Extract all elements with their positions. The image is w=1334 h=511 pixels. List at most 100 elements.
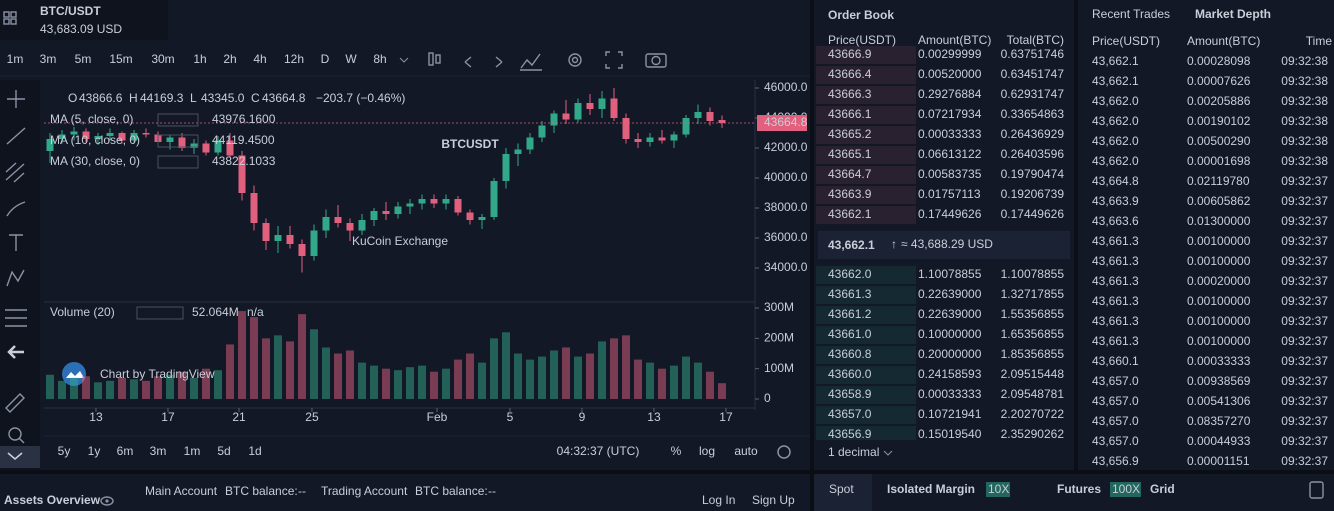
ma-label[interactable]: MA (10, close, 0) [50, 133, 140, 147]
undo-icon[interactable] [464, 56, 472, 68]
precision-dropdown[interactable] [883, 450, 893, 456]
book-price[interactable]: 43666.1 [828, 107, 872, 121]
scale-option[interactable]: log [699, 444, 715, 458]
snapshot-icon[interactable] [645, 53, 667, 68]
candle-body [550, 113, 558, 126]
volume-bar [358, 362, 366, 399]
redo-icon[interactable] [495, 56, 503, 68]
precision[interactable]: 1 decimal [828, 445, 879, 459]
book-price[interactable]: 43658.9 [828, 387, 872, 401]
interval[interactable]: 30m [151, 52, 174, 66]
signup[interactable]: Sign Up [752, 493, 795, 507]
range[interactable]: 5d [217, 444, 230, 458]
zoom-tool[interactable] [8, 427, 25, 444]
assets: Assets Overview [4, 493, 101, 507]
interval[interactable]: 1m [7, 52, 24, 66]
book-price[interactable]: 43661.3 [828, 287, 872, 301]
trades-tab[interactable]: Market Depth [1195, 7, 1271, 21]
book-price[interactable]: 43661.2 [828, 307, 872, 321]
range[interactable]: 5y [58, 444, 71, 458]
text-tool[interactable] [9, 234, 23, 251]
book-price[interactable]: 43666.4 [828, 67, 872, 81]
range[interactable]: 6m [117, 444, 134, 458]
ruler-tool[interactable] [5, 393, 25, 413]
login[interactable]: Log In [702, 493, 735, 507]
candle-body [406, 203, 414, 207]
crosshair-tool[interactable] [7, 90, 25, 108]
trades-tab[interactable]: Recent Trades [1092, 7, 1170, 21]
trade-tab[interactable]: Grid [1150, 482, 1175, 496]
interval[interactable]: 5m [75, 52, 92, 66]
interval[interactable]: 3m [40, 52, 57, 66]
trade-amount: 0.00190102 [1187, 114, 1251, 128]
range[interactable]: 1y [88, 444, 101, 458]
fib-tool[interactable] [5, 162, 25, 183]
interval[interactable]: D [321, 52, 330, 66]
interval[interactable]: W [345, 52, 357, 66]
candle-body [634, 139, 642, 142]
eye-icon[interactable] [100, 496, 114, 506]
interval[interactable]: 1h [193, 52, 206, 66]
calculator-icon[interactable] [1309, 481, 1324, 499]
volume-controls[interactable] [136, 306, 184, 320]
collapse-button[interactable] [0, 446, 40, 468]
book-total: 2.20270722 [1001, 407, 1065, 421]
trade-tab[interactable]: Spot [829, 482, 854, 496]
trading-account[interactable]: Trading Account [321, 484, 408, 498]
book-amount: 0.00583735 [918, 167, 982, 181]
ma-label[interactable]: MA (5, close, 0) [50, 112, 133, 126]
interval[interactable]: 15m [109, 52, 132, 66]
book-price[interactable]: 43662.1 [828, 207, 872, 221]
book-price[interactable]: 43665.1 [828, 147, 872, 161]
pattern-tool[interactable] [6, 269, 25, 287]
ma-controls[interactable] [157, 155, 199, 169]
book-price[interactable]: 43665.2 [828, 127, 872, 141]
trade-tab[interactable]: Isolated Margin [887, 482, 975, 496]
book-total: 0.33654863 [1001, 107, 1065, 121]
spot-tab-bg[interactable] [814, 474, 872, 511]
trade-tab[interactable]: Futures [1057, 482, 1101, 496]
interval[interactable]: 2h [223, 52, 236, 66]
volume-bar [538, 356, 546, 399]
attribution[interactable]: Chart by TradingView [100, 367, 215, 381]
volume-bar [562, 347, 570, 399]
fullscreen-icon[interactable] [605, 51, 623, 69]
mid-usd: ≈ 43,688.29 USD [901, 237, 993, 251]
book-price[interactable]: 43657.0 [828, 407, 872, 421]
candle-type-icon[interactable] [428, 52, 441, 66]
book-price[interactable]: 43661.0 [828, 327, 872, 341]
scale-option[interactable]: auto [734, 444, 758, 458]
ma-label[interactable]: MA (30, close, 0) [50, 154, 140, 168]
balance-value: -- [298, 484, 306, 498]
indicator-icon[interactable] [520, 53, 542, 71]
book-price[interactable]: 43664.7 [828, 167, 872, 181]
ma-controls[interactable] [157, 134, 199, 148]
scale-option[interactable]: % [671, 444, 682, 458]
book-price[interactable]: 43663.9 [828, 187, 872, 201]
range[interactable]: 3m [150, 444, 167, 458]
book-price[interactable]: 43660.0 [828, 367, 872, 381]
book-price[interactable]: 43666.3 [828, 87, 872, 101]
volume-label[interactable]: Volume (20) [50, 305, 115, 319]
book-price[interactable]: 43656.9 [828, 427, 872, 441]
settings-icon[interactable] [568, 53, 582, 67]
range[interactable]: 1m [184, 444, 201, 458]
brush-tool[interactable] [6, 201, 26, 217]
range[interactable]: 1d [248, 444, 261, 458]
menu-icon[interactable] [3, 11, 17, 25]
back-icon[interactable] [7, 345, 24, 359]
chart-settings[interactable] [777, 445, 791, 459]
book-price[interactable]: 43660.8 [828, 347, 872, 361]
interval[interactable]: 8h [373, 52, 386, 66]
measure-tool[interactable] [5, 309, 27, 327]
interval[interactable]: 4h [253, 52, 266, 66]
interval-dropdown[interactable] [399, 57, 409, 63]
main-account[interactable]: Main Account [145, 484, 218, 498]
volume-bar [334, 353, 342, 399]
interval[interactable]: 12h [284, 52, 304, 66]
book-price[interactable]: 43662.0 [828, 267, 872, 281]
book-price[interactable]: 43666.9 [828, 47, 872, 61]
candle-body [586, 103, 594, 109]
ma-controls[interactable] [157, 113, 199, 127]
trend-tool[interactable] [6, 127, 26, 145]
